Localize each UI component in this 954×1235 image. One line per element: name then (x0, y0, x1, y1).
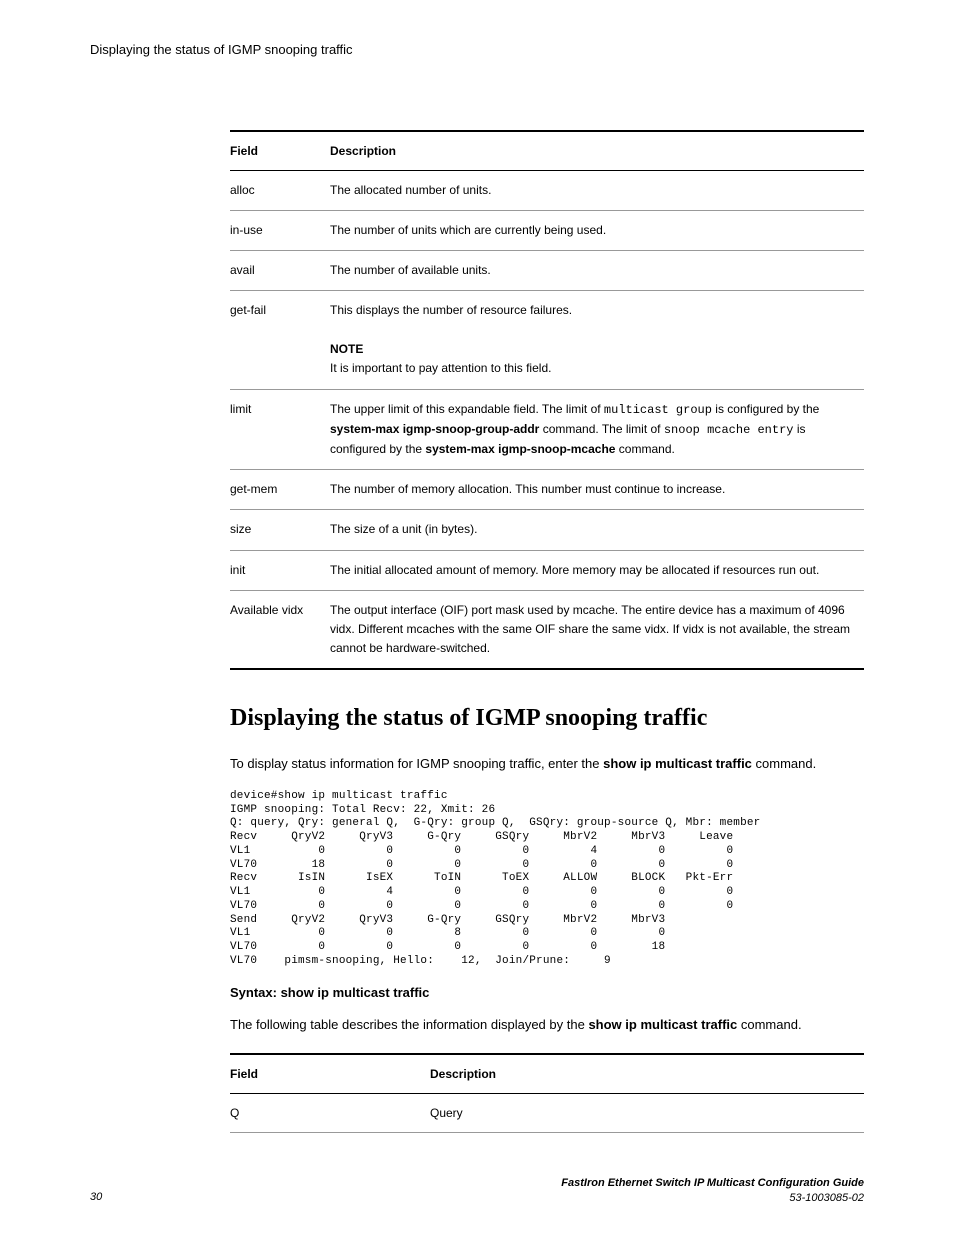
col-field: Field (230, 131, 330, 171)
col-field: Field (230, 1054, 430, 1094)
page-header: Displaying the status of IGMP snooping t… (90, 40, 864, 60)
table-row: Q Query (230, 1093, 864, 1132)
traffic-field-table: Field Description Q Query (230, 1053, 864, 1133)
table-row: get-fail This displays the number of res… (230, 291, 864, 390)
table-row: alloc The allocated number of units. (230, 170, 864, 210)
intro-paragraph: To display status information for IGMP s… (230, 754, 864, 774)
section-heading: Displaying the status of IGMP snooping t… (230, 700, 864, 736)
table-row: init The initial allocated amount of mem… (230, 550, 864, 590)
content-area: Field Description alloc The allocated nu… (230, 130, 864, 1133)
table-row: size The size of a unit (in bytes). (230, 510, 864, 550)
doc-title: FastIron Ethernet Switch IP Multicast Co… (561, 1176, 864, 1205)
syntax-line: Syntax: show ip multicast traffic (230, 983, 864, 1003)
col-description: Description (330, 131, 864, 171)
page-footer: 30 FastIron Ethernet Switch IP Multicast… (90, 1176, 864, 1205)
table-intro: The following table describes the inform… (230, 1015, 864, 1035)
table-row: Available vidx The output interface (OIF… (230, 590, 864, 669)
field-description-table: Field Description alloc The allocated nu… (230, 130, 864, 671)
table-row: in-use The number of units which are cur… (230, 210, 864, 250)
table-row: limit The upper limit of this expandable… (230, 389, 864, 470)
note-label: NOTE (330, 340, 864, 359)
table-row: avail The number of available units. (230, 250, 864, 290)
col-description: Description (430, 1054, 864, 1094)
page: Displaying the status of IGMP snooping t… (0, 0, 954, 1235)
note-text: It is important to pay attention to this… (330, 359, 864, 378)
code-block: device#show ip multicast traffic IGMP sn… (230, 790, 864, 969)
note-block: NOTE It is important to pay attention to… (330, 340, 864, 378)
table-row: get-mem The number of memory allocation.… (230, 470, 864, 510)
desc-text: This displays the number of resource fai… (330, 303, 572, 317)
page-number: 30 (90, 1189, 102, 1206)
